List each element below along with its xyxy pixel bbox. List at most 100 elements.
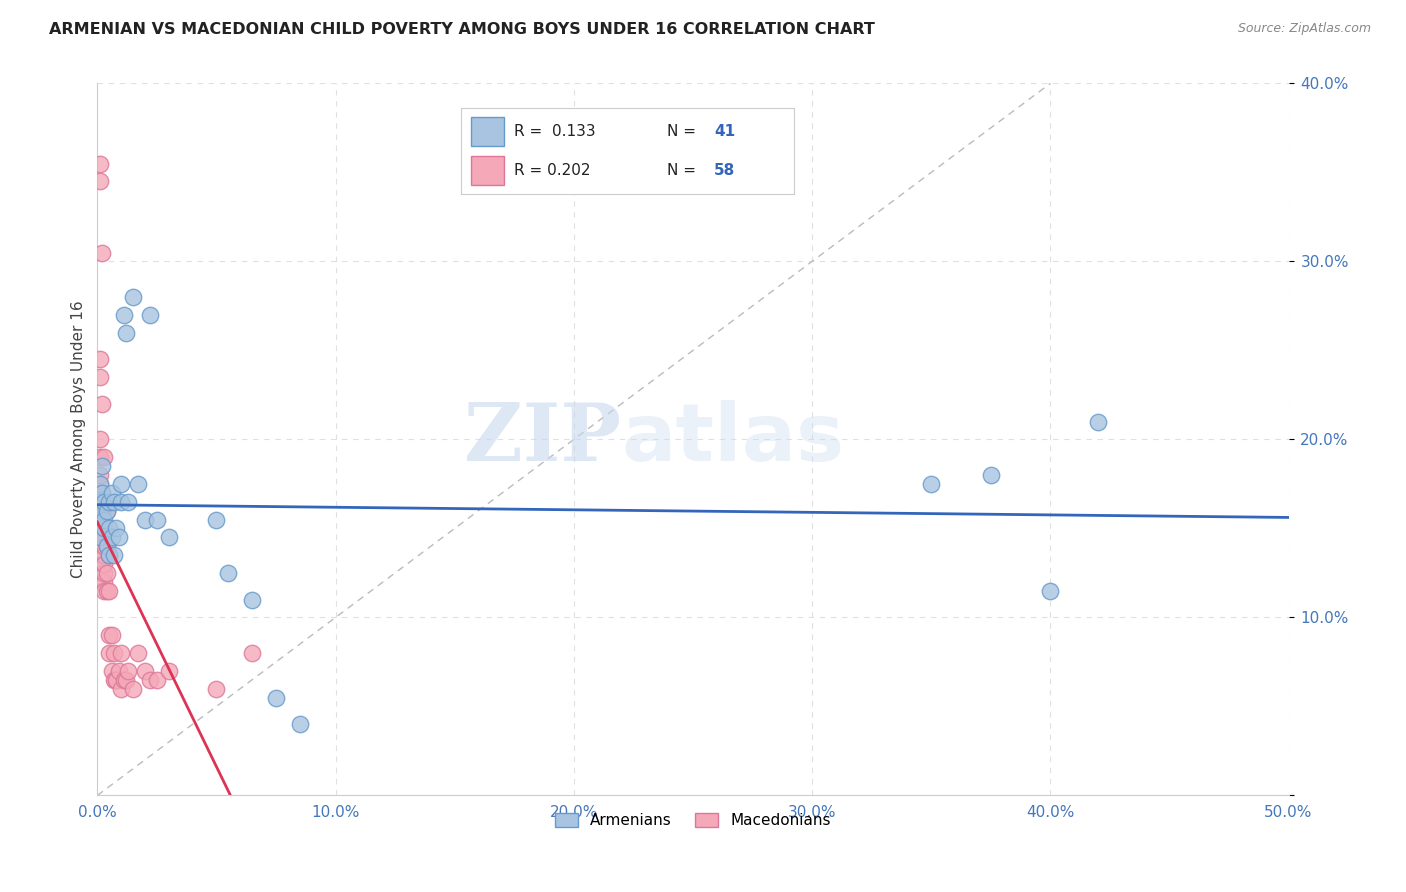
Point — [89, 530, 111, 544]
Text: Source: ZipAtlas.com: Source: ZipAtlas.com — [1237, 22, 1371, 36]
Point — [93, 557, 115, 571]
Point — [91, 485, 114, 500]
Point — [100, 628, 122, 642]
Point — [89, 477, 111, 491]
Point — [89, 503, 111, 517]
Point — [91, 503, 114, 517]
Point — [91, 397, 114, 411]
Point — [103, 548, 125, 562]
Point — [920, 477, 942, 491]
Point — [115, 673, 138, 687]
Point — [139, 308, 162, 322]
Point — [89, 156, 111, 170]
Text: atlas: atlas — [621, 401, 845, 478]
Point — [96, 583, 118, 598]
Point — [98, 628, 121, 642]
Point — [105, 673, 128, 687]
Point — [264, 690, 287, 705]
Point — [980, 468, 1002, 483]
Point — [91, 530, 114, 544]
Point — [100, 485, 122, 500]
Point — [96, 503, 118, 517]
Point — [89, 433, 111, 447]
Point — [240, 646, 263, 660]
Point — [91, 459, 114, 474]
Point — [103, 494, 125, 508]
Point — [91, 521, 114, 535]
Point — [98, 646, 121, 660]
Point — [89, 512, 111, 526]
Point — [96, 566, 118, 580]
Point — [93, 566, 115, 580]
Point — [110, 477, 132, 491]
Point — [105, 521, 128, 535]
Point — [98, 521, 121, 535]
Point — [91, 485, 114, 500]
Point — [93, 521, 115, 535]
Point — [89, 370, 111, 384]
Point — [91, 548, 114, 562]
Point — [93, 548, 115, 562]
Point — [110, 681, 132, 696]
Point — [91, 557, 114, 571]
Point — [103, 646, 125, 660]
Point — [89, 530, 111, 544]
Point — [96, 539, 118, 553]
Point — [100, 530, 122, 544]
Point — [110, 646, 132, 660]
Text: ZIP: ZIP — [464, 401, 621, 478]
Y-axis label: Child Poverty Among Boys Under 16: Child Poverty Among Boys Under 16 — [72, 301, 86, 578]
Point — [217, 566, 239, 580]
Point — [98, 548, 121, 562]
Point — [205, 681, 228, 696]
Point — [89, 174, 111, 188]
Point — [98, 494, 121, 508]
Point — [115, 326, 138, 340]
Point — [93, 583, 115, 598]
Point — [103, 673, 125, 687]
Point — [1039, 583, 1062, 598]
Point — [146, 512, 169, 526]
Point — [107, 664, 129, 678]
Point — [91, 503, 114, 517]
Point — [127, 477, 149, 491]
Point — [89, 494, 111, 508]
Point — [139, 673, 162, 687]
Point — [240, 592, 263, 607]
Point — [93, 450, 115, 465]
Point — [89, 352, 111, 367]
Legend: Armenians, Macedonians: Armenians, Macedonians — [550, 806, 837, 834]
Point — [157, 664, 180, 678]
Point — [91, 245, 114, 260]
Point — [93, 574, 115, 589]
Point — [105, 673, 128, 687]
Point — [91, 539, 114, 553]
Point — [98, 548, 121, 562]
Point — [122, 681, 145, 696]
Point — [110, 494, 132, 508]
Point — [1087, 415, 1109, 429]
Point — [96, 539, 118, 553]
Point — [89, 450, 111, 465]
Point — [89, 468, 111, 483]
Point — [205, 512, 228, 526]
Point — [89, 512, 111, 526]
Point — [117, 664, 139, 678]
Point — [146, 673, 169, 687]
Point — [117, 494, 139, 508]
Point — [288, 717, 311, 731]
Point — [134, 512, 156, 526]
Point — [96, 503, 118, 517]
Point — [112, 673, 135, 687]
Point — [91, 512, 114, 526]
Point — [89, 485, 111, 500]
Point — [93, 494, 115, 508]
Point — [107, 530, 129, 544]
Point — [98, 583, 121, 598]
Point — [93, 539, 115, 553]
Point — [91, 574, 114, 589]
Point — [89, 477, 111, 491]
Text: ARMENIAN VS MACEDONIAN CHILD POVERTY AMONG BOYS UNDER 16 CORRELATION CHART: ARMENIAN VS MACEDONIAN CHILD POVERTY AMO… — [49, 22, 875, 37]
Point — [112, 308, 135, 322]
Point — [93, 512, 115, 526]
